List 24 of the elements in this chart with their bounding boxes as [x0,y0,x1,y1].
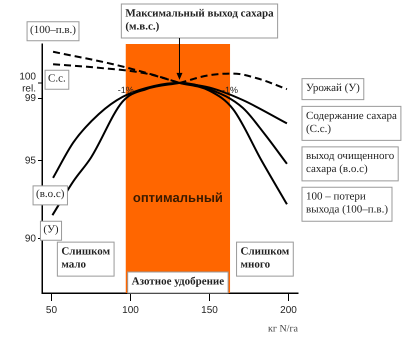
annotation: -1% [222,85,238,96]
annotation: (в.о.с) [36,188,65,200]
annotation: Слишком много [240,245,290,270]
y-tick-label: 99 [24,93,36,104]
annotation: -1% [118,85,134,96]
x-tick-label: 150 [201,304,218,316]
series-label: 100 – потери выхода (100–п.в.) [306,190,388,216]
y-tick-label: 95 [24,155,36,166]
annotation: (100–п.в.) [30,24,76,36]
x-tick-label: 50 [46,304,58,316]
x-axis-title: кг N/га [268,324,299,335]
annotation: (У) [43,224,59,236]
x-tick-label: 100 [122,304,140,316]
x-tick-label: 200 [280,304,298,316]
y-tick-label: 100 rel. [19,72,36,95]
y-tick-label: 90 [24,233,36,244]
series-label: Содержание сахара (С.с.) [306,110,398,135]
annotation: Азотное удобрение [132,275,224,288]
series-label: Урожай (У) [306,82,360,94]
annotation: Слишком мало [61,245,111,270]
series-label: выход очищенного сахара (в.о.с) [306,150,395,176]
annotation: Максимальный выход сахара (м.в.с.) [125,7,274,32]
band-label: оптимальный [132,190,223,205]
annotation: С.с. [48,72,66,85]
